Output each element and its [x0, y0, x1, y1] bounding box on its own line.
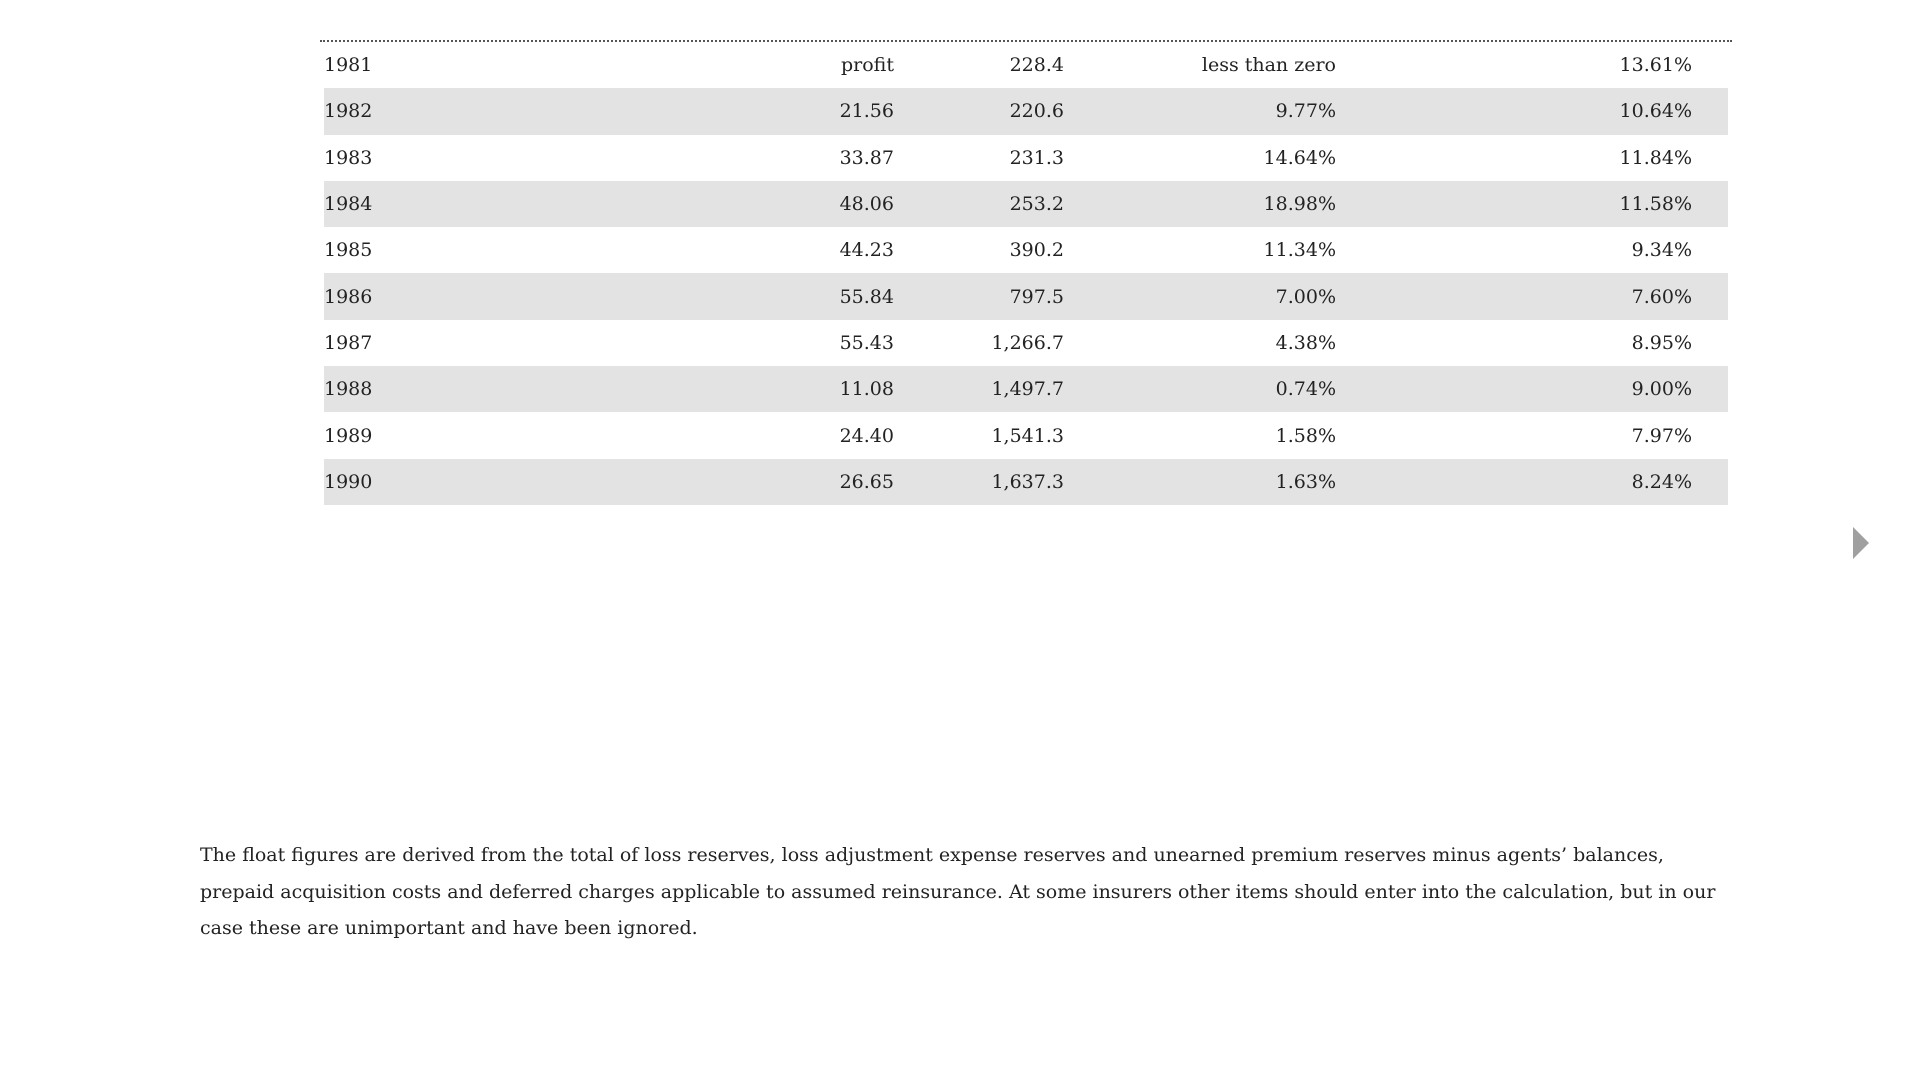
value-cell-3: 1,637.3	[894, 458, 1064, 505]
value-cell-5: 7.60%	[1336, 273, 1692, 320]
value-cell-5: 7.97%	[1631, 424, 1692, 447]
value-cell-5: 9.34%	[1631, 239, 1692, 262]
year-cell: 1990	[324, 458, 624, 505]
row-padding-cell	[1692, 273, 1728, 320]
value-cell-5: 11.84%	[1619, 146, 1692, 169]
value-cell-4: 0.74%	[1064, 366, 1336, 413]
value-cell-4: 1.58%	[1275, 424, 1336, 447]
row-padding-cell	[1692, 366, 1728, 413]
row-padding-cell	[1692, 412, 1728, 458]
value-cell-5: 11.58%	[1336, 180, 1692, 228]
year-cell: 1981	[324, 54, 373, 77]
value-cell-2: 21.56	[624, 88, 894, 135]
footnote-paragraph: The float figures are derived from the t…	[200, 844, 1716, 939]
value-cell-3: 1,541.3	[991, 424, 1064, 447]
value-cell-3: 390.2	[1009, 239, 1064, 262]
value-cell-2: 11.08	[624, 366, 894, 413]
year-cell: 1982	[324, 88, 624, 135]
value-cell-3: 1,497.7	[894, 366, 1064, 413]
value-cell-4: less than zero	[1201, 54, 1336, 77]
value-cell-5: 8.95%	[1631, 331, 1692, 354]
row-padding-cell	[1692, 227, 1728, 273]
year-cell: 1984	[324, 180, 624, 228]
row-padding-cell	[1692, 42, 1728, 88]
year-cell: 1986	[324, 273, 624, 320]
value-cell-2: 48.06	[624, 180, 894, 228]
table-row: 1982 21.56 220.6 9.77% 10.64%	[324, 88, 1728, 135]
value-cell-3: 220.6	[894, 88, 1064, 135]
year-cell: 1989	[324, 424, 373, 447]
year-cell: 1988	[324, 366, 624, 413]
value-cell-5: 10.64%	[1336, 88, 1692, 135]
value-cell-3: 797.5	[894, 273, 1064, 320]
value-cell-2: 55.43	[839, 331, 894, 354]
row-padding-cell	[1692, 88, 1728, 135]
value-cell-2: 33.87	[839, 146, 894, 169]
row-padding-cell	[1692, 135, 1728, 181]
float-table: 1981 profit 228.4 less than zero 13.61% 1982 2…	[324, 42, 1728, 505]
value-cell-4: 14.64%	[1263, 146, 1336, 169]
value-cell-4: 7.00%	[1064, 273, 1336, 320]
table-row: 1984 48.06 253.2 18.98% 11.58%	[324, 180, 1728, 228]
row-padding-cell	[1692, 320, 1728, 366]
row-padding-cell	[1692, 458, 1728, 505]
table-body: 1981 profit 228.4 less than zero 13.61% 1982 2…	[324, 42, 1728, 505]
value-cell-3: 1,266.7	[991, 331, 1064, 354]
value-cell-5: 8.24%	[1336, 458, 1692, 505]
value-cell-5: 13.61%	[1619, 54, 1692, 77]
value-cell-2: profit	[841, 54, 894, 77]
value-cell-2: 55.84	[624, 273, 894, 320]
table-row: 1987 55.43 1,266.7 4.38% 8.95%	[324, 320, 1728, 366]
value-cell-2: 44.23	[839, 239, 894, 262]
table-row: 1990 26.65 1,637.3 1.63% 8.24%	[324, 458, 1728, 505]
value-cell-5: 9.00%	[1336, 366, 1692, 413]
data-table-container: 1981 profit 228.4 less than zero 13.61% 1982 2…	[320, 40, 1732, 505]
value-cell-4: 11.34%	[1263, 239, 1336, 262]
table-row: 1986 55.84 797.5 7.00% 7.60%	[324, 273, 1728, 320]
table-row: 1988 11.08 1,497.7 0.74% 9.00%	[324, 366, 1728, 413]
value-cell-4: 9.77%	[1064, 88, 1336, 135]
year-cell: 1983	[324, 146, 373, 169]
value-cell-3: 231.3	[1009, 146, 1064, 169]
year-cell: 1985	[324, 239, 373, 262]
value-cell-3: 228.4	[1009, 54, 1064, 77]
value-cell-4: 18.98%	[1064, 180, 1336, 228]
value-cell-3: 253.2	[894, 180, 1064, 228]
value-cell-4: 1.63%	[1064, 458, 1336, 505]
value-cell-4: 4.38%	[1275, 331, 1336, 354]
row-padding-cell	[1692, 180, 1728, 228]
table-row: 1985 44.23 390.2 11.34% 9.34%	[324, 227, 1728, 273]
value-cell-2: 26.65	[624, 458, 894, 505]
next-page-arrow-icon[interactable]	[1853, 527, 1869, 559]
value-cell-2: 24.40	[839, 424, 894, 447]
table-row: 1983 33.87 231.3 14.64% 11.84%	[324, 135, 1728, 181]
year-cell: 1987	[324, 331, 373, 354]
table-row: 1981 profit 228.4 less than zero 13.61%	[324, 42, 1728, 88]
table-row: 1989 24.40 1,541.3 1.58% 7.97%	[324, 412, 1728, 458]
